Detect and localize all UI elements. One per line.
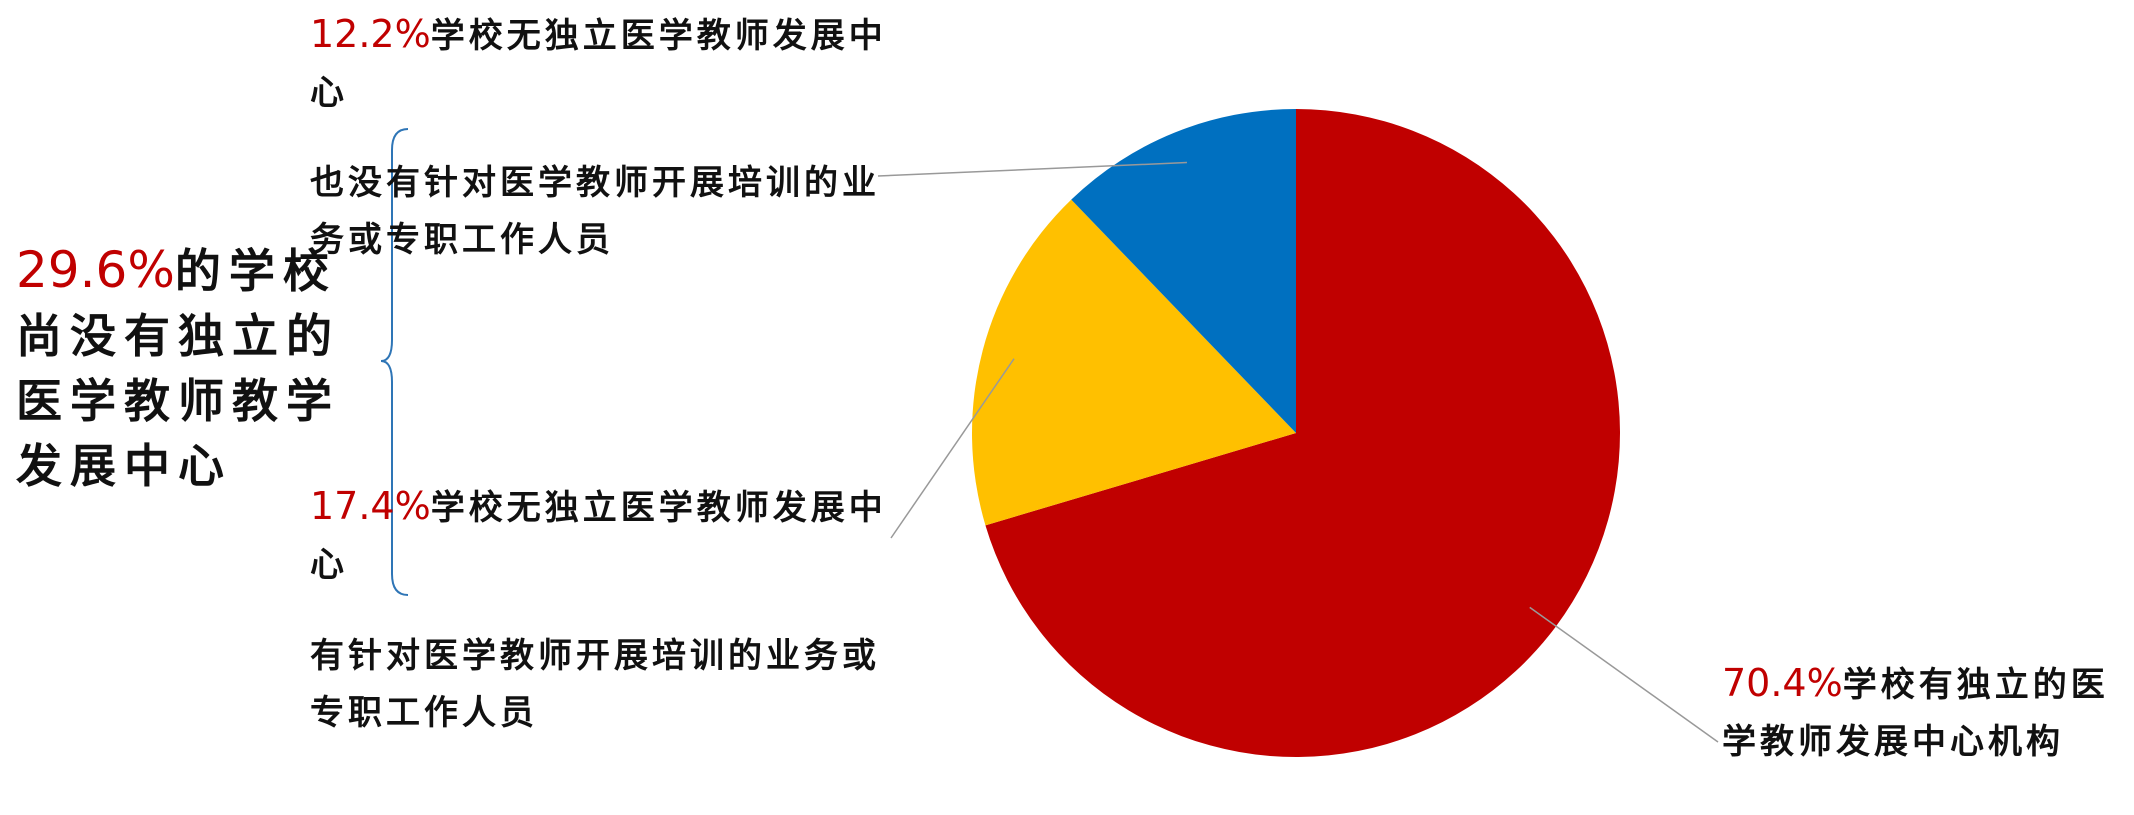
pie-slice bbox=[972, 199, 1296, 526]
pie-slice bbox=[1071, 109, 1296, 433]
value-label: 17.4% bbox=[310, 484, 431, 528]
leader-line bbox=[890, 358, 1015, 539]
category-note: 也没有针对医学教师开展培训的业务或专职工作人员 bbox=[310, 163, 880, 260]
slice-label: 70.4%学校有独立的医学教师发展中心机构 bbox=[1722, 655, 2134, 771]
value-label: 70.4% bbox=[1722, 661, 1843, 705]
pie-slice bbox=[985, 109, 1621, 757]
category-label: 学校无独立医学教师发展中心 bbox=[310, 16, 887, 113]
leader-line bbox=[1529, 606, 1719, 743]
annotation: 29.6%的学校尚没有独立的医学教师教学发展中心 bbox=[16, 238, 361, 499]
annotation-value: 29.6% bbox=[16, 241, 175, 299]
slice-label: 17.4%学校无独立医学教师发展中心 bbox=[310, 478, 890, 594]
leader-line bbox=[877, 161, 1187, 177]
brace bbox=[380, 128, 409, 596]
category-label: 学校无独立医学教师发展中心 bbox=[310, 488, 887, 585]
category-label: 学校有独立的医学教师发展中心机构 bbox=[1722, 665, 2109, 762]
annotation-text: 的学校尚没有独立的医学教师教学发展中心 bbox=[16, 244, 340, 493]
category-note: 有针对医学教师开展培训的业务或专职工作人员 bbox=[310, 636, 880, 733]
slice-label: 12.2%学校无独立医学教师发展中心 bbox=[310, 6, 890, 122]
value-label: 12.2% bbox=[310, 12, 431, 56]
